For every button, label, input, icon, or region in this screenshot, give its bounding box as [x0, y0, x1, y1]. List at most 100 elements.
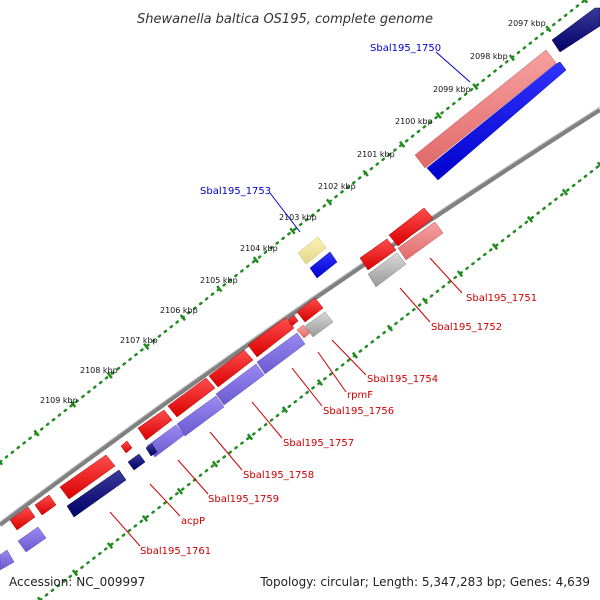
- tick-label-2099: 2099 kbp: [433, 85, 471, 94]
- label-sbal195-1758[interactable]: Sbal195_1758: [243, 470, 314, 481]
- outer-tick-5: [179, 314, 186, 322]
- inner-tick-7: [281, 406, 289, 414]
- map-title: Shewanella baltica OS195, complete genom…: [137, 12, 433, 27]
- gene-feature-navy-acpp[interactable]: [127, 453, 146, 471]
- label-rpmf[interactable]: rpmF: [347, 390, 373, 401]
- tick-label-2108: 2108 kbp: [80, 366, 118, 375]
- tick-label-2103: 2103 kbp: [279, 213, 317, 222]
- connector-1750: [435, 51, 471, 83]
- inner-tick-9: [351, 351, 359, 359]
- topology-summary: Topology: circular; Length: 5,347,283 bp…: [259, 575, 590, 589]
- inner-tick-12: [456, 270, 464, 278]
- connector-acpp: [149, 483, 181, 517]
- outer-tick-2: [69, 400, 77, 408]
- outer-tick-4: [143, 342, 150, 351]
- tick-label-2107: 2107 kbp: [120, 336, 158, 345]
- gene-feature-red-1751a[interactable]: [388, 207, 434, 247]
- gene-labels: Sbal195_1750 Sbal195_1753 Sbal195_1751 S…: [140, 43, 537, 557]
- label-sbal195-1757[interactable]: Sbal195_1757: [283, 438, 354, 449]
- connector-1761: [109, 511, 141, 547]
- outer-tick-1: [33, 429, 40, 437]
- label-sbal195-1750[interactable]: Sbal195_1750: [370, 43, 441, 54]
- outer-tick-6: [216, 285, 223, 293]
- gene-feature-purple-left-a[interactable]: [17, 526, 47, 553]
- inner-tick-10: [386, 324, 394, 332]
- inner-tick-2: [106, 542, 114, 550]
- inner-tick-6: [246, 433, 254, 441]
- inner-tick-11: [421, 297, 429, 305]
- gene-feature-pink-1751b[interactable]: [397, 221, 444, 261]
- gene-feature-navy-1759[interactable]: [145, 443, 158, 457]
- gene-feature-red-left-b[interactable]: [9, 506, 36, 531]
- tick-label-2102: 2102 kbp: [318, 182, 356, 191]
- gene-feature-blue-small[interactable]: [309, 251, 338, 279]
- inner-tick-13: [491, 243, 499, 251]
- outer-tick-ring: [0, 0, 589, 466]
- label-sbal195-1759[interactable]: Sbal195_1759: [208, 494, 279, 505]
- gene-feature-red-1761[interactable]: [59, 454, 116, 500]
- tick-label-2105: 2105 kbp: [200, 276, 238, 285]
- gene-feature-purple-1757[interactable]: [215, 363, 265, 406]
- inner-tick-3: [141, 514, 149, 522]
- backbone-ring: [0, 108, 600, 527]
- gene-feature-gray-1752[interactable]: [367, 252, 407, 288]
- outer-tick-3: [106, 371, 113, 379]
- outer-tick-12: [435, 111, 442, 120]
- gene-feature-purple-1758[interactable]: [176, 395, 225, 437]
- outer-tick-0: [0, 459, 4, 466]
- gene-feature-gray-1754[interactable]: [304, 311, 334, 338]
- inner-tick-16: [596, 161, 600, 168]
- outer-tick-7: [252, 256, 260, 264]
- outer-tick-9: [325, 198, 333, 206]
- gene-features: [297, 7, 600, 279]
- gene-feature-navy-1761[interactable]: [66, 469, 127, 518]
- gene-feature-sbal195-1750[interactable]: [414, 49, 557, 169]
- outer-tick-16: [583, 0, 589, 4]
- outer-major-ticks: [0, 0, 589, 466]
- accession-text: Accession: NC_009997: [9, 575, 145, 589]
- label-acpp[interactable]: acpP: [181, 516, 205, 527]
- gene-feature-blue-long[interactable]: [426, 61, 567, 181]
- label-sbal195-1754[interactable]: Sbal195_1754: [367, 374, 438, 385]
- gene-feature-red-1759[interactable]: [137, 409, 173, 441]
- gene-feature-red-1756[interactable]: [247, 317, 295, 358]
- gene-feature-red-1757[interactable]: [208, 349, 254, 388]
- tick-label-2104: 2104 kbp: [240, 244, 278, 253]
- tick-label-2109: 2109 kbp: [40, 396, 78, 405]
- gene-feature-pink-rpmf[interactable]: [296, 324, 311, 339]
- label-sbal195-1751[interactable]: Sbal195_1751: [466, 293, 537, 304]
- inner-tick-0: [36, 596, 42, 600]
- gene-feature-red-1752[interactable]: [359, 238, 397, 271]
- inner-tick-8: [316, 378, 324, 387]
- outer-tick-8: [289, 227, 296, 235]
- gene-feature-navy-top[interactable]: [551, 7, 600, 53]
- inner-tick-5: [211, 460, 219, 468]
- outer-tick-10: [362, 169, 369, 177]
- connector-1757: [251, 401, 283, 439]
- outer-tick-11: [399, 140, 406, 148]
- connector-1752: [399, 287, 431, 323]
- connector-rpmf: [317, 351, 347, 393]
- connector-1756: [291, 367, 323, 407]
- label-sbal195-1761[interactable]: Sbal195_1761: [140, 546, 211, 557]
- gene-feature-red-1754[interactable]: [296, 297, 324, 323]
- inner-tick-1: [71, 569, 79, 577]
- inner-tick-ring: [36, 161, 600, 600]
- connector-1753: [269, 192, 301, 233]
- tick-label-2101: 2101 kbp: [357, 150, 395, 159]
- gene-feature-red-1758[interactable]: [167, 377, 216, 418]
- gene-feature-purple-1756[interactable]: [256, 332, 306, 375]
- connector-1759: [177, 459, 209, 495]
- tick-label-2097: 2097 kbp: [508, 19, 546, 28]
- gene-feature-red-acpp[interactable]: [120, 440, 133, 454]
- gene-feature-red-left-a[interactable]: [34, 494, 57, 516]
- tick-label-2100: 2100 kbp: [395, 117, 433, 126]
- label-sbal195-1756[interactable]: Sbal195_1756: [323, 406, 394, 417]
- outer-tick-15: [545, 25, 552, 33]
- connector-1751: [429, 257, 463, 294]
- gene-feature-sbal195-1753[interactable]: [297, 236, 327, 265]
- label-sbal195-1752[interactable]: Sbal195_1752: [431, 322, 502, 333]
- gene-feature-purple-left-b[interactable]: [0, 549, 15, 571]
- label-sbal195-1753[interactable]: Sbal195_1753: [200, 186, 271, 197]
